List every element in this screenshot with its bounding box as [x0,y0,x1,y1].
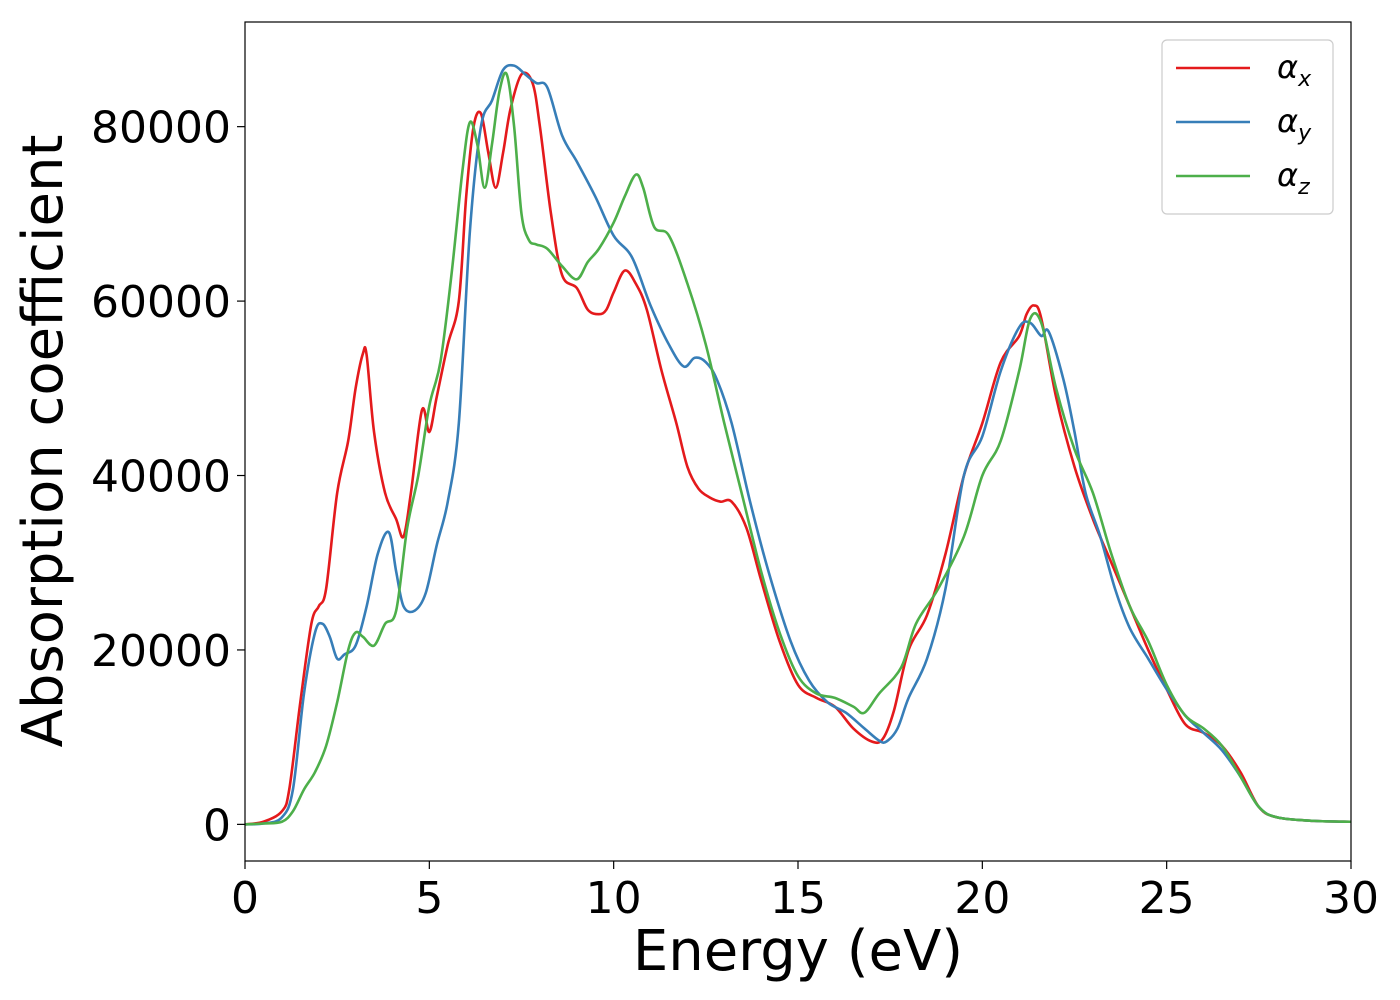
y-tick-label: 80000 [91,103,231,154]
y-tick-label: 0 [203,800,231,851]
legend: αx αy αz [1161,39,1334,215]
x-tick-label: 15 [770,873,826,924]
y-axis-ticks: 0 20000 40000 60000 80000 [91,103,245,851]
y-axis-label: Absorption coefficient [11,135,76,748]
series-line-x [244,71,1352,826]
y-tick-label: 40000 [91,452,231,503]
series-lines [244,63,1352,826]
x-axis-label: Energy (eV) [633,919,963,984]
x-tick-label: 0 [231,873,259,924]
legend-box [1161,39,1334,215]
x-tick-label: 10 [586,873,642,924]
x-tick-label: 25 [1139,873,1195,924]
y-tick-label: 60000 [91,277,231,328]
x-tick-label: 30 [1323,873,1379,924]
legend-label-z: αz [1277,156,1310,200]
legend-label-x: αx [1277,48,1312,92]
x-tick-label: 20 [954,873,1010,924]
legend-label-y: αy [1277,102,1312,146]
series-line-y [244,63,1352,826]
x-tick-label: 5 [415,873,443,924]
y-tick-label: 20000 [91,626,231,677]
x-axis-ticks: 0 5 10 15 20 25 30 [231,861,1379,924]
series-line-z [244,71,1352,826]
